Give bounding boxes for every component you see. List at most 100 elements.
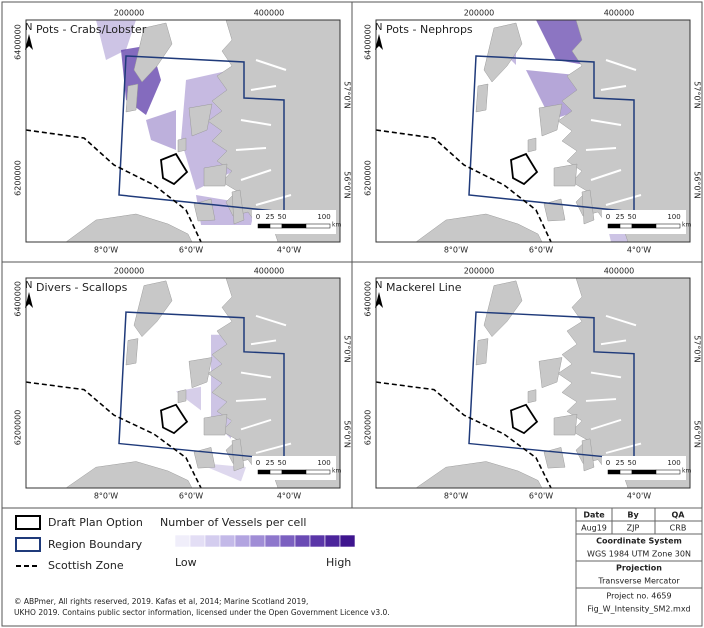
grid-label: 4°0'W (627, 492, 651, 501)
north-label: N (375, 22, 382, 33)
scale-label: 50 (628, 213, 637, 221)
grid-label: 57°0'N (693, 335, 702, 362)
scale-segment (269, 223, 283, 229)
ramp-cell (264, 534, 281, 548)
draft-plan-option (160, 403, 189, 435)
island (475, 83, 489, 113)
scale-label: 25 (616, 213, 625, 221)
grid-label: 6400000 (14, 24, 23, 60)
region-boundary (468, 55, 635, 213)
info-text: Project no. 4659 (606, 592, 671, 601)
grid-label: 6200000 (364, 410, 373, 446)
ramp-high: High (326, 556, 351, 569)
ramp-low: Low (175, 556, 197, 569)
north-arrow (25, 292, 33, 308)
scale-bg (252, 456, 336, 480)
island (483, 22, 523, 83)
region-icon (15, 537, 41, 552)
info-label: Coordinate System (596, 537, 682, 546)
island (203, 413, 228, 436)
ramp-cell (294, 534, 311, 548)
intensity-area (96, 20, 136, 60)
scale-segment (655, 469, 681, 475)
scale-label: 0 (256, 213, 260, 221)
island (125, 83, 139, 113)
scale-label: 25 (266, 459, 275, 467)
island (483, 280, 523, 338)
island (538, 357, 563, 389)
map-frame (375, 19, 691, 243)
scale-unit: km (332, 222, 341, 229)
scale-bg (602, 456, 686, 480)
map (25, 19, 341, 243)
ramp-cell (309, 534, 326, 548)
island (475, 338, 489, 366)
scottish-zone (25, 129, 202, 243)
scale-label: 0 (606, 213, 610, 221)
map-panel: Mackerel Line N 200000 400000 6400000 6200000… (364, 267, 702, 501)
scale-unit: km (332, 468, 341, 475)
scale-segment (655, 223, 681, 229)
scale-segment (619, 469, 633, 475)
ramp-cell (174, 534, 191, 548)
scale-label: 50 (278, 459, 287, 467)
legend-label: Scottish Zone (48, 559, 124, 572)
map (25, 277, 341, 489)
credit: UKHO 2019. Contains public sector inform… (14, 608, 390, 617)
scale-segment (257, 469, 271, 475)
grid-label: 4°0'W (627, 246, 651, 255)
ramp-cell (234, 534, 251, 548)
loch (585, 314, 642, 454)
scale-segment (607, 223, 621, 229)
scale-segment (619, 223, 633, 229)
info-text: Fig_W_Intensity_SM2.mxd (587, 605, 690, 614)
grid-label: 6°0'W (529, 492, 553, 501)
map-frame (25, 277, 341, 489)
map-title: Divers - Scallops (36, 281, 128, 294)
map (375, 277, 691, 489)
grid-label: 6200000 (14, 410, 23, 446)
map-frame (25, 19, 341, 243)
scale-segment (269, 469, 283, 475)
credit: © ABPmer, All rights reserved, 2019. Kaf… (14, 597, 308, 606)
island (177, 137, 187, 153)
scale-label: 100 (667, 459, 680, 467)
legend: Draft Plan Option Region Boundary Scotti… (14, 515, 390, 617)
ramp (174, 534, 356, 548)
scale-label: 50 (628, 459, 637, 467)
map-title: Pots - Nephrops (386, 23, 473, 36)
island (188, 103, 213, 137)
north-label: N (25, 280, 32, 291)
grid-label: 8°0'W (444, 246, 468, 255)
scale-segment (305, 223, 331, 229)
map-frame (375, 277, 691, 489)
scale-label: 25 (616, 459, 625, 467)
grid-label: 8°0'W (444, 492, 468, 501)
grid-label: 6°0'W (179, 246, 203, 255)
island (538, 103, 563, 137)
island (527, 137, 537, 153)
scale-label: 0 (606, 459, 610, 467)
loch (235, 59, 292, 206)
grid-label: 8°0'W (94, 492, 118, 501)
info-frame (575, 507, 703, 627)
ramp-title: Number of Vessels per cell (160, 516, 306, 529)
grid-label: 4°0'W (277, 492, 301, 501)
region-boundary (118, 55, 285, 213)
legend-label: Draft Plan Option (48, 516, 143, 529)
grid-label: 400000 (604, 9, 635, 18)
island (553, 413, 578, 436)
ramp-cell (249, 534, 266, 548)
info-label: Projection (616, 564, 662, 573)
info-header: QA (672, 511, 686, 520)
island (133, 22, 173, 83)
grid-label: 6200000 (364, 160, 373, 196)
north-arrow (375, 34, 383, 50)
ramp-cell (324, 534, 341, 548)
info-header: Date (583, 511, 605, 520)
grid-label: 56°0'N (343, 420, 352, 447)
island (125, 338, 139, 366)
scale-unit: km (682, 222, 691, 229)
map-panel: Pots - Nephrops N 200000 400000 6400000 62000… (364, 9, 702, 255)
draft-icon (15, 515, 41, 530)
